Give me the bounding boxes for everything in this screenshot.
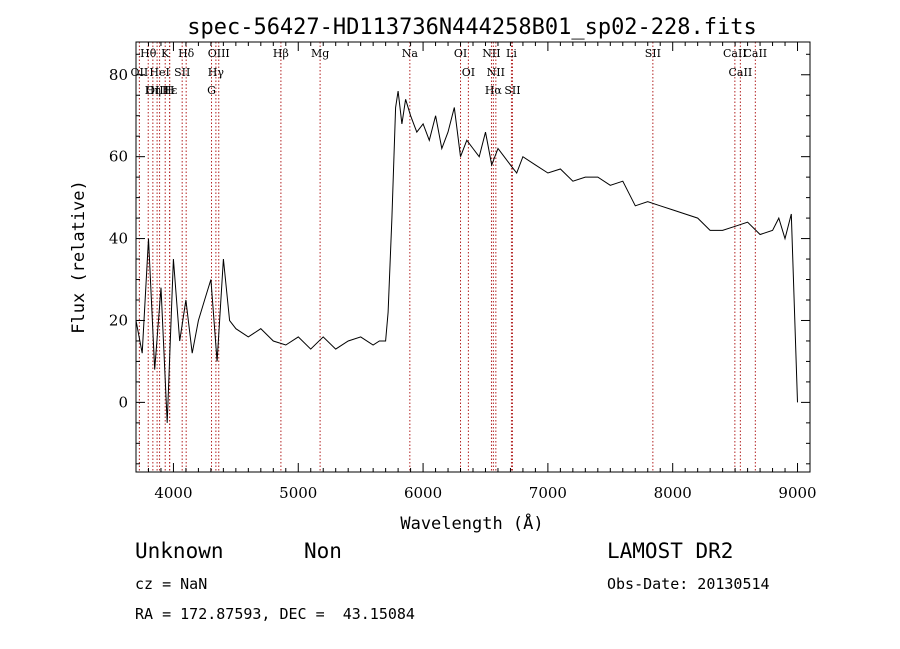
line-label: OIII (146, 84, 168, 97)
y-tick-label: 20 (109, 311, 128, 329)
line-label: Hγ (208, 66, 225, 79)
line-label: Hη (145, 84, 161, 97)
line-label: Hα (485, 84, 503, 97)
line-label: Hε (162, 84, 178, 97)
y-tick-label: 40 (109, 230, 128, 248)
x-tick-label: 4000 (154, 484, 192, 502)
line-label: Hδ (178, 47, 195, 60)
object-subclass: Non (304, 539, 342, 563)
y-tick-label: 0 (118, 393, 128, 411)
coordinates: RA = 172.87593, DEC = 43.15084 (135, 605, 415, 623)
line-label: Li (506, 47, 517, 60)
x-tick-label: 6000 (404, 484, 442, 502)
line-label: HeI (149, 66, 169, 79)
y-tick-label: 80 (109, 66, 128, 84)
x-tick-label: 7000 (529, 484, 567, 502)
x-tick-label: 5000 (279, 484, 317, 502)
line-label: Na (402, 47, 419, 60)
x-tick-label: 9000 (778, 484, 816, 502)
y-tick-label: 60 (109, 148, 128, 166)
x-tick-label: 8000 (654, 484, 692, 502)
line-label: SII (645, 47, 661, 60)
line-label: H (165, 84, 175, 97)
x-axis-ticks: 4000 5000 6000 7000 8000 9000 (135, 42, 817, 502)
line-label: CaII (729, 66, 753, 79)
chart-title: spec-56427-HD113736N444258B01_sp02-228.f… (187, 15, 757, 40)
line-label: NII (482, 47, 500, 60)
line-label: SII (174, 66, 190, 79)
line-label: SII (504, 84, 520, 97)
line-label: Hθ (140, 47, 157, 60)
line-label: OIII (208, 47, 230, 60)
line-label: Mg (311, 47, 329, 60)
line-label: OI (454, 47, 467, 60)
line-label: CaII (723, 47, 747, 60)
redshift-value: cz = NaN (135, 575, 208, 593)
line-label: OI (462, 66, 475, 79)
line-label: K (161, 47, 170, 60)
y-axis-ticks: 0 20 40 60 80 (109, 53, 810, 465)
spectrum-line (135, 91, 798, 423)
observation-date: Obs-Date: 20130514 (607, 575, 770, 593)
line-label: NII (487, 66, 505, 79)
x-axis-label: Wavelength (Å) (400, 512, 543, 534)
y-axis-label: Flux (relative) (69, 180, 89, 334)
line-label: G (207, 84, 216, 97)
plot-frame (135, 41, 811, 473)
line-label: Hβ (273, 47, 289, 60)
survey-name: LAMOST DR2 (607, 539, 734, 563)
line-label: CaII (743, 47, 767, 60)
emission-line-markers (138, 42, 756, 472)
line-label: OII (131, 66, 149, 79)
object-class: Unknown (135, 539, 224, 563)
